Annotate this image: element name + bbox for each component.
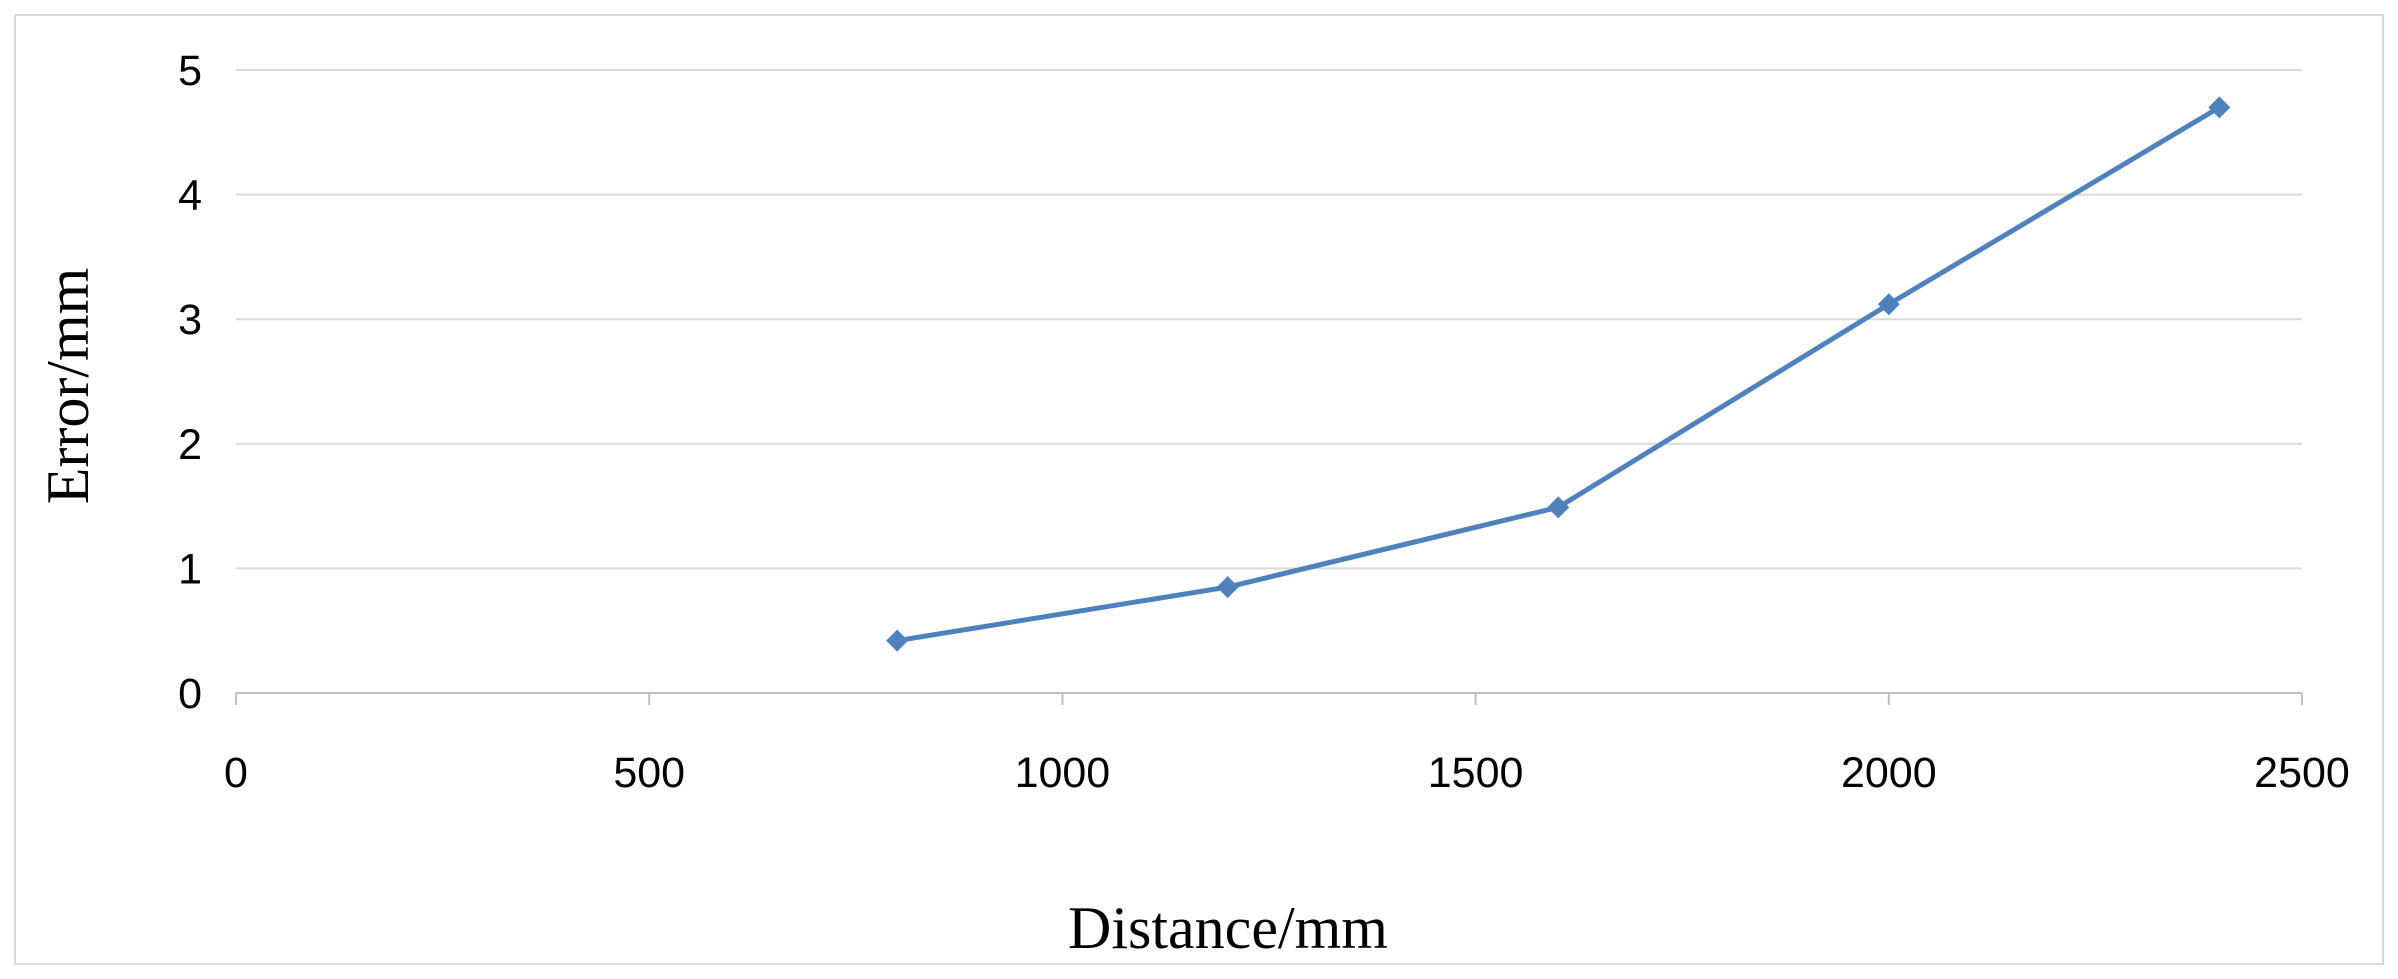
x-tick-label: 1000 — [1015, 749, 1111, 797]
y-tick-label: 1 — [178, 545, 202, 593]
data-point-marker — [1216, 576, 1239, 599]
x-tick-label: 1500 — [1428, 749, 1524, 797]
data-point-marker — [1877, 293, 1900, 316]
y-tick-labels: 0 1 2 3 4 5 — [178, 47, 202, 718]
x-tick-label: 500 — [613, 749, 685, 797]
y-tick-label: 4 — [178, 172, 202, 220]
x-tick-labels: 0 500 1000 1500 2000 2500 — [224, 749, 2350, 797]
y-tick-label: 3 — [178, 296, 202, 344]
axes — [235, 692, 2303, 705]
chart-frame — [14, 14, 2384, 965]
data-point-marker — [1547, 496, 1570, 519]
data-point-marker — [2208, 96, 2231, 119]
x-tick-label: 0 — [224, 749, 248, 797]
x-tick-label: 2500 — [2254, 749, 2350, 797]
gridlines — [236, 69, 2302, 570]
y-tick-label: 0 — [178, 670, 202, 718]
x-axis-title: Distance/mm — [1068, 895, 1388, 961]
series-layer — [886, 96, 2231, 652]
data-point-marker — [886, 629, 909, 652]
series-line — [896, 105, 2221, 644]
x-tick-label: 2000 — [1841, 749, 1937, 797]
y-tick-label: 5 — [178, 47, 202, 95]
y-tick-label: 2 — [178, 421, 202, 469]
y-axis-title: Error/mm — [35, 268, 101, 505]
